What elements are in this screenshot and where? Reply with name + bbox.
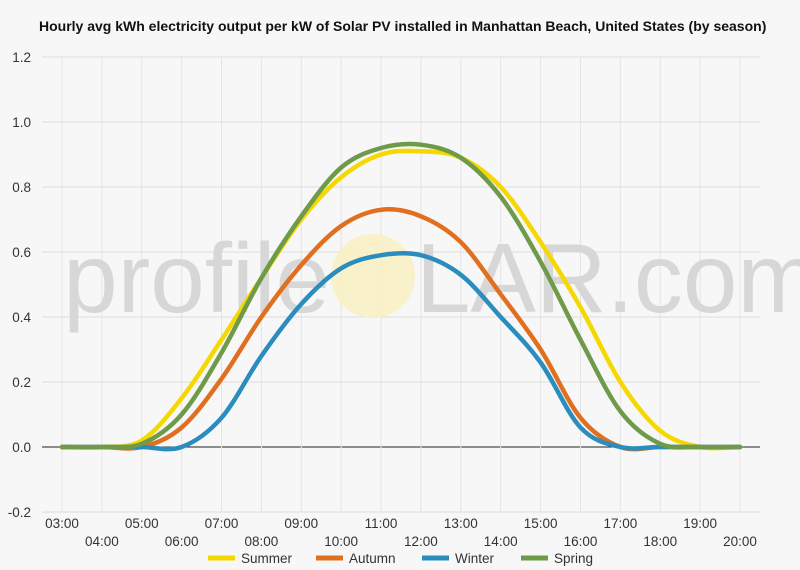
series-line-spring — [59, 141, 743, 450]
series-line-winter — [59, 250, 743, 452]
x-tick-label: 11:00 — [365, 516, 398, 531]
legend-label-autumn: Autumn — [349, 551, 396, 566]
legend-label-summer: Summer — [241, 551, 293, 566]
x-tick-label: 04:00 — [85, 534, 119, 549]
x-tick-label: 07:00 — [205, 516, 239, 531]
x-tick-label: 17:00 — [603, 516, 637, 531]
x-tick-label: 20:00 — [723, 534, 757, 549]
x-tick-label: 16:00 — [564, 534, 598, 549]
legend-label-winter: Winter — [455, 551, 495, 566]
y-tick-label: 0.8 — [12, 180, 31, 195]
x-tick-label: 10:00 — [324, 534, 358, 549]
series-line-summer — [59, 148, 743, 451]
watermark-sun — [331, 234, 415, 318]
x-tick-label: 18:00 — [643, 534, 677, 549]
x-tick-label: 05:00 — [125, 516, 159, 531]
x-tick-label: 09:00 — [284, 516, 318, 531]
x-tick-label: 08:00 — [245, 534, 279, 549]
y-tick-label: 0.0 — [12, 440, 31, 455]
y-tick-label: 0.6 — [12, 245, 31, 260]
x-tick-label: 19:00 — [683, 516, 717, 531]
x-tick-label: 13:00 — [444, 516, 478, 531]
y-tick-label: 1.2 — [12, 50, 31, 65]
y-tick-label: -0.2 — [8, 505, 31, 520]
y-tick-label: 0.2 — [12, 375, 31, 390]
x-tick-label: 03:00 — [45, 516, 79, 531]
x-tick-label: 15:00 — [524, 516, 558, 531]
legend-label-spring: Spring — [554, 551, 593, 566]
y-tick-label: 1.0 — [12, 115, 31, 130]
x-tick-label: 14:00 — [484, 534, 518, 549]
watermark-text-right: LAR.com — [416, 223, 800, 333]
x-tick-label: 06:00 — [165, 534, 199, 549]
x-tick-label: 12:00 — [404, 534, 438, 549]
y-tick-label: 0.4 — [12, 310, 31, 325]
chart-title: Hourly avg kWh electricity output per kW… — [39, 18, 767, 34]
